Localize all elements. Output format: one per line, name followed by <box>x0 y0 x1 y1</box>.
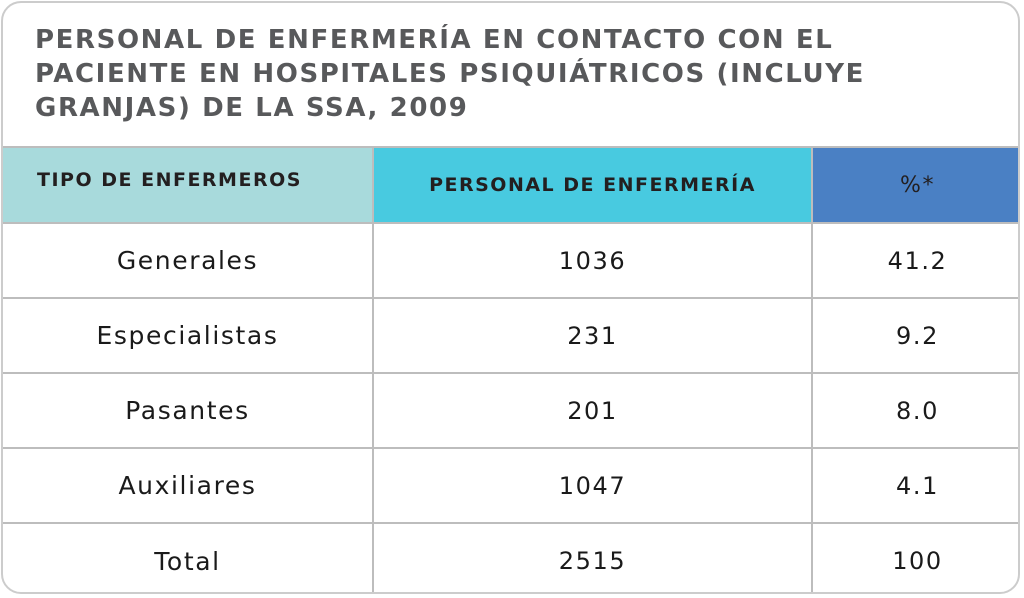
table-row-total: Total 2515 100 <box>3 523 1018 592</box>
column-header-count: PERSONAL DE ENFERMERÍA <box>373 146 813 224</box>
cell-percent: 9.2 <box>812 298 1018 374</box>
cell-type: Auxiliares <box>3 448 374 524</box>
cell-count: 231 <box>373 298 813 374</box>
table-row: Especialistas 231 9.2 <box>3 298 1018 374</box>
table-row: Generales 1036 41.2 <box>3 223 1018 299</box>
cell-type: Total <box>3 523 374 592</box>
table-header-row: TIPO DE ENFERMEROS PERSONAL DE ENFERMERÍ… <box>3 146 1018 224</box>
table-title: PERSONAL DE ENFERMERÍA EN CONTACTO CON E… <box>35 25 866 123</box>
column-header-percent: %* <box>812 146 1018 224</box>
table-row: Auxiliares 1047 4.1 <box>3 448 1018 524</box>
data-table: TIPO DE ENFERMEROS PERSONAL DE ENFERMERÍ… <box>3 146 1018 592</box>
cell-type: Generales <box>3 223 374 299</box>
table-row: Pasantes 201 8.0 <box>3 373 1018 449</box>
cell-count: 1047 <box>373 448 813 524</box>
cell-percent: 8.0 <box>812 373 1018 449</box>
cell-count: 2515 <box>373 523 813 592</box>
cell-count: 1036 <box>373 223 813 299</box>
cell-type: Especialistas <box>3 298 374 374</box>
cell-percent: 4.1 <box>812 448 1018 524</box>
column-header-type: TIPO DE ENFERMEROS <box>3 146 374 224</box>
cell-percent: 100 <box>892 547 943 575</box>
cell-count: 201 <box>373 373 813 449</box>
cell-percent: 41.2 <box>812 223 1018 299</box>
cell-type: Pasantes <box>3 373 374 449</box>
